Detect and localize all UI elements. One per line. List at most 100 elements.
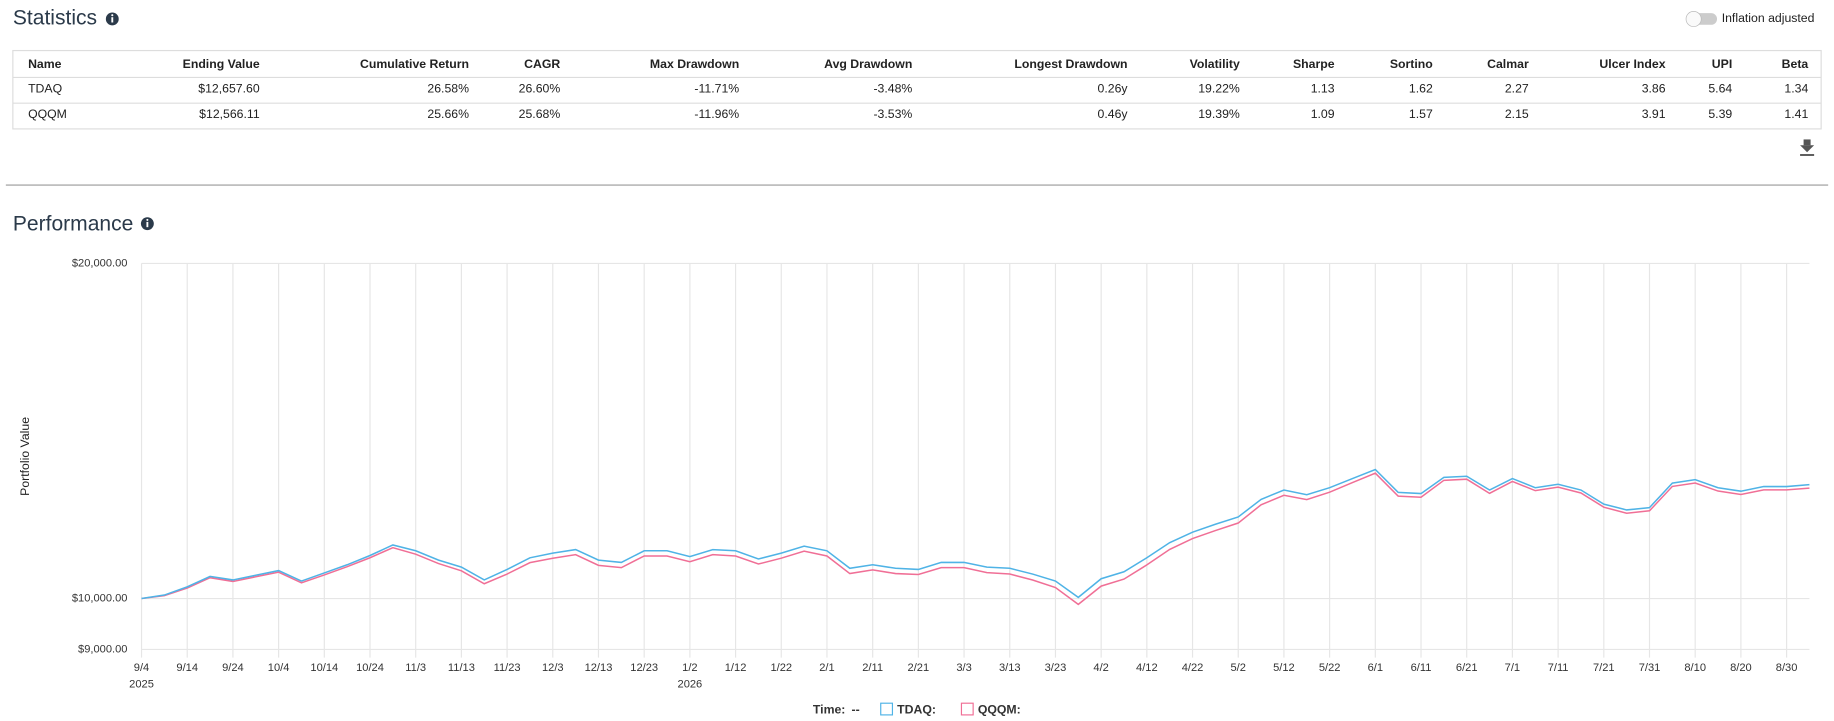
- table-cell: 25.66%: [427, 107, 469, 121]
- x-year-label: 2026: [678, 678, 703, 690]
- legend-time-label: Time:: [813, 702, 846, 716]
- column-header: Sharpe: [1293, 57, 1335, 71]
- column-header: Name: [28, 57, 62, 71]
- x-tick-label: 11/23: [494, 662, 521, 674]
- column-header: Ulcer Index: [1599, 57, 1665, 71]
- table-cell: 3.91: [1642, 107, 1666, 121]
- table-cell: 5.39: [1708, 107, 1732, 121]
- x-tick-label: 8/20: [1730, 662, 1752, 674]
- x-tick-label: 9/14: [176, 662, 198, 674]
- x-tick-label: 10/4: [268, 662, 290, 674]
- x-tick-label: 2/11: [862, 662, 883, 674]
- x-tick-label: 1/2: [682, 662, 697, 674]
- x-tick-label: 7/31: [1639, 662, 1661, 674]
- x-tick-label: 9/24: [222, 662, 244, 674]
- series-line: [141, 468, 1810, 600]
- table-cell: 2.15: [1505, 107, 1529, 121]
- table-cell: 26.58%: [427, 81, 469, 95]
- x-tick-label: 4/22: [1182, 662, 1204, 674]
- x-tick-label: 4/12: [1136, 662, 1158, 674]
- column-header: Cumulative Return: [360, 57, 469, 71]
- x-tick-label: 12/23: [630, 662, 658, 674]
- info-icon[interactable]: [140, 217, 154, 231]
- column-header: Beta: [1782, 57, 1809, 71]
- x-tick-label: 6/11: [1411, 662, 1432, 674]
- x-tick-label: 9/4: [134, 662, 149, 674]
- table-cell: 1.57: [1409, 107, 1433, 121]
- x-year-label: 2025: [129, 678, 154, 690]
- table-cell: 19.22%: [1198, 81, 1240, 95]
- x-tick-label: 6/21: [1456, 662, 1478, 674]
- table-cell: 2.27: [1505, 81, 1529, 95]
- table-cell: 1.62: [1409, 81, 1433, 95]
- table-cell: -11.96%: [694, 107, 739, 121]
- x-tick-label: 10/14: [310, 662, 338, 674]
- table-cell: -11.71%: [694, 81, 739, 95]
- column-header: Ending Value: [183, 57, 260, 71]
- x-tick-label: 11/13: [448, 662, 475, 674]
- table-cell: $12,657.60: [198, 81, 260, 95]
- table-cell: 1.09: [1311, 107, 1335, 121]
- performance-title: Performance: [13, 212, 134, 235]
- table-cell: QQQM: [28, 107, 67, 121]
- table-cell: $12,566.11: [199, 107, 260, 121]
- x-tick-label: 10/24: [356, 662, 384, 674]
- x-tick-label: 8/10: [1684, 662, 1706, 674]
- y-axis-title: Portfolio Value: [18, 417, 32, 496]
- table-cell: 0.26y: [1098, 81, 1129, 95]
- x-tick-label: 3/3: [956, 662, 971, 674]
- x-tick-label: 7/1: [1505, 662, 1520, 674]
- legend-time-value: --: [852, 702, 860, 716]
- inflation-toggle[interactable]: [1685, 11, 1718, 27]
- table-cell: 26.60%: [519, 81, 561, 95]
- stats-table: [12, 49, 1822, 130]
- x-tick-label: 7/11: [1548, 662, 1569, 674]
- table-cell: -3.53%: [873, 107, 912, 121]
- y-tick-label: $10,000.00: [72, 592, 128, 604]
- x-tick-label: 12/3: [542, 662, 564, 674]
- x-tick-label: 2/1: [819, 662, 834, 674]
- legend-swatch: [960, 702, 974, 716]
- x-tick-label: 1/22: [770, 662, 792, 674]
- x-tick-label: 5/22: [1319, 662, 1341, 674]
- column-header: Max Drawdown: [650, 57, 739, 71]
- x-tick-label: 3/13: [999, 662, 1021, 674]
- x-tick-label: 7/21: [1593, 662, 1615, 674]
- table-cell: TDAQ: [28, 81, 62, 95]
- x-tick-label: 8/30: [1776, 662, 1798, 674]
- x-tick-label: 2/21: [908, 662, 930, 674]
- toggle-label: Inflation adjusted: [1722, 11, 1815, 25]
- column-header: Volatility: [1190, 57, 1240, 71]
- column-header: Avg Drawdown: [824, 57, 912, 71]
- table-cell: 3.86: [1642, 81, 1666, 95]
- table-cell: 1.41: [1784, 107, 1808, 121]
- column-header: Longest Drawdown: [1014, 57, 1127, 71]
- column-header: UPI: [1712, 57, 1732, 71]
- y-tick-label: $9,000.00: [78, 643, 127, 655]
- x-tick-label: 3/23: [1045, 662, 1067, 674]
- table-cell: 1.13: [1311, 81, 1335, 95]
- download-icon[interactable]: [1800, 139, 1815, 156]
- series-line: [141, 472, 1810, 606]
- table-cell: 1.34: [1784, 81, 1808, 95]
- legend-swatch: [880, 702, 894, 716]
- y-tick-label: $20,000.00: [72, 257, 128, 269]
- column-header: CAGR: [524, 57, 560, 71]
- x-tick-label: 12/13: [585, 662, 613, 674]
- legend-label: QQQM:: [978, 702, 1021, 716]
- table-cell: 25.68%: [519, 107, 561, 121]
- table-cell: 19.39%: [1198, 107, 1240, 121]
- x-tick-label: 1/12: [725, 662, 747, 674]
- x-tick-label: 5/12: [1273, 662, 1295, 674]
- column-header: Calmar: [1487, 57, 1529, 71]
- legend-label: TDAQ:: [897, 702, 936, 716]
- info-icon[interactable]: [105, 12, 119, 26]
- x-tick-label: 4/2: [1093, 662, 1108, 674]
- column-header: Sortino: [1390, 57, 1433, 71]
- table-cell: 0.46y: [1098, 107, 1129, 121]
- x-tick-label: 5/2: [1231, 662, 1246, 674]
- statistics-title: Statistics: [13, 7, 97, 30]
- x-tick-label: 6/1: [1368, 662, 1383, 674]
- table-cell: 5.64: [1708, 81, 1732, 95]
